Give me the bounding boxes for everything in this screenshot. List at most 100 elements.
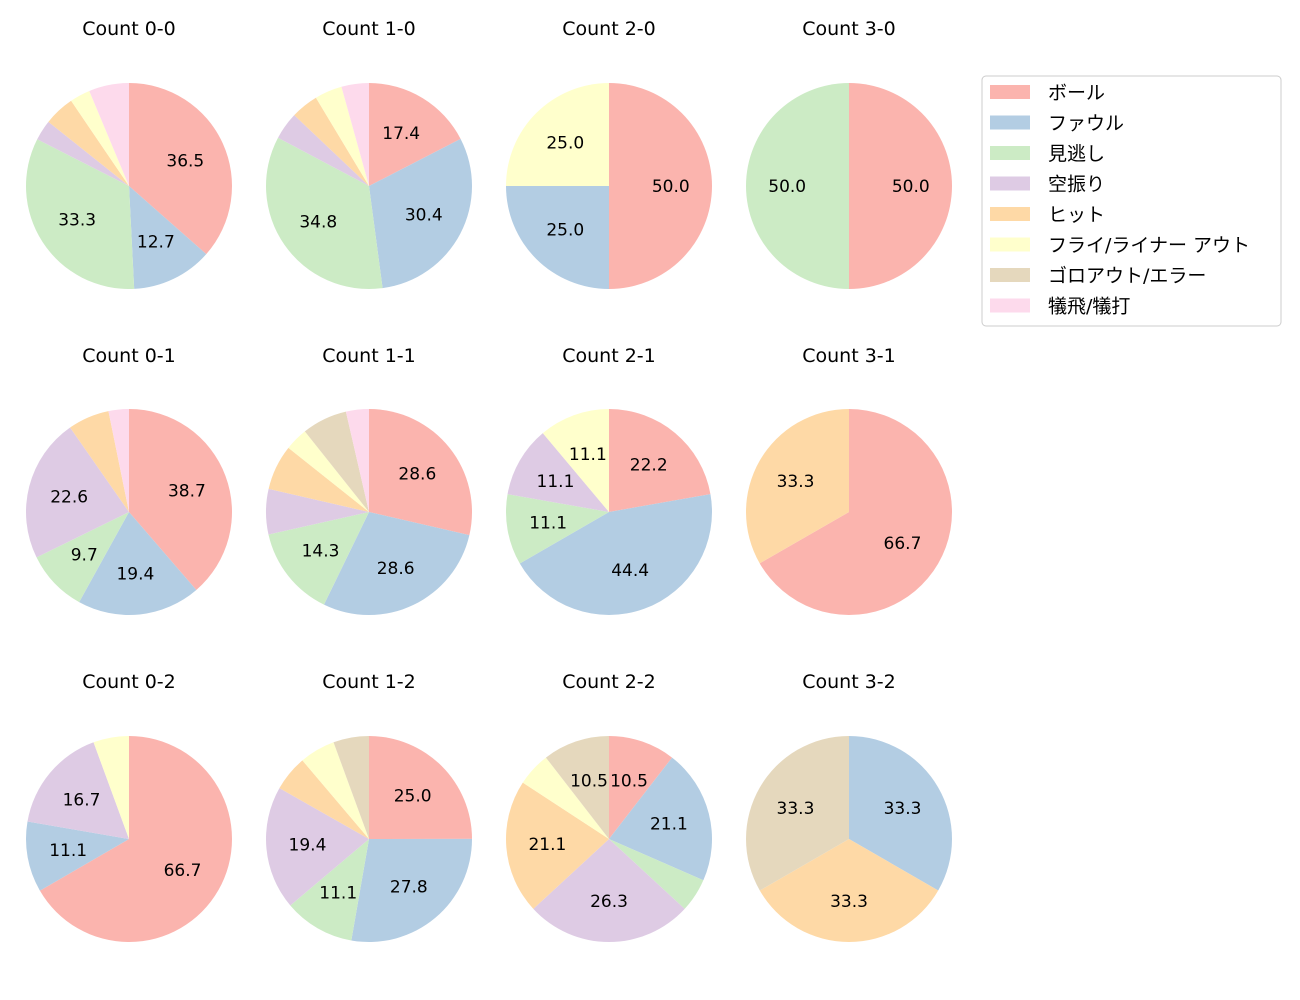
pie-slice (39, 736, 233, 943)
pie-slice (505, 494, 609, 564)
slice-label: 33.3 (58, 211, 96, 231)
pie-title: Count 0-1 (82, 345, 176, 367)
slice-label: 14.3 (302, 541, 340, 561)
pie-slice (36, 512, 129, 603)
pie-slice (278, 115, 369, 186)
slice-label: 12.7 (137, 233, 175, 253)
pie-title: Count 2-2 (562, 671, 656, 693)
slice-label: 11.1 (537, 472, 575, 492)
pie-slice (279, 760, 369, 839)
pie-slice (369, 409, 473, 536)
pie-title: Count 0-0 (82, 18, 176, 40)
pie-slice (266, 137, 383, 289)
pie-slice (759, 409, 952, 615)
pie-slice (345, 409, 369, 512)
legend-swatch (990, 146, 1030, 160)
slice-label: 19.4 (289, 836, 327, 856)
slice-label: 66.7 (884, 534, 922, 554)
pie-slice (265, 488, 369, 535)
pie-title: Count 2-0 (562, 18, 656, 40)
slice-label: 22.2 (630, 456, 668, 476)
slice-label: 33.3 (777, 799, 815, 819)
pie-title: Count 1-1 (322, 345, 416, 367)
pie-slice (290, 839, 369, 941)
pie-slice (294, 97, 369, 186)
slice-label: 66.7 (164, 861, 202, 881)
pie-slice (759, 839, 939, 942)
pie-slice (609, 839, 704, 909)
pie-count-0-2: Count 0-2 66.7 11.1 16.7 (25, 671, 233, 943)
slice-label: 33.3 (777, 472, 815, 492)
pie-slice (266, 788, 369, 906)
slice-label: 10.5 (610, 772, 648, 792)
pie-slice (333, 736, 369, 839)
slice-label: 11.1 (529, 514, 567, 534)
pie-count-2-1: Count 2-1 22.2 44.4 11.1 11.1 11.1 (505, 345, 712, 615)
pie-slice (93, 736, 129, 839)
legend-label: フライ/ライナー アウト (1048, 235, 1250, 257)
pie-slice (505, 782, 609, 909)
pie-count-3-0: Count 3-0 50.0 50.0 (746, 18, 952, 289)
pie-slice (341, 83, 369, 186)
pie-slice (369, 736, 472, 839)
pie-slice (542, 409, 609, 512)
pie-slice (522, 757, 609, 839)
pie-count-0-1: Count 0-1 38.7 19.4 9.7 22.6 (25, 345, 232, 615)
pie-slice (746, 83, 849, 289)
pie-slice (48, 100, 130, 186)
pie-slice (506, 83, 609, 186)
pie-count-1-2: Count 1-2 25.0 27.8 11.1 19.4 (266, 671, 473, 942)
pie-slice (849, 736, 952, 891)
legend-swatch (990, 268, 1030, 282)
pie-title: Count 2-1 (562, 345, 656, 367)
slice-label: 25.0 (546, 133, 584, 153)
slice-label: 10.5 (570, 772, 608, 792)
slice-label: 26.3 (590, 892, 628, 912)
pie-slice (304, 411, 369, 512)
pie-title: Count 3-0 (802, 18, 896, 40)
pie-slice (351, 838, 473, 942)
pie-slice (609, 736, 673, 839)
pie-count-3-2: Count 3-2 33.3 33.3 33.3 (745, 671, 952, 942)
pie-slice (745, 736, 849, 891)
slice-label: 36.5 (166, 152, 204, 172)
pie-slice (506, 186, 609, 289)
slice-label: 34.8 (299, 212, 337, 232)
slice-label: 33.3 (884, 799, 922, 819)
pie-title: Count 3-1 (802, 345, 896, 367)
pie-slice (315, 86, 369, 186)
slice-label: 50.0 (652, 177, 690, 197)
pie-slice (609, 757, 712, 881)
legend-label: ボール (1048, 82, 1105, 104)
pie-slice (25, 821, 129, 891)
slice-label: 25.0 (394, 786, 432, 806)
slice-label: 21.1 (650, 815, 688, 835)
pie-slice (129, 83, 232, 255)
slice-label: 50.0 (768, 177, 806, 197)
pie-title: Count 1-2 (322, 671, 416, 693)
pie-count-2-0: Count 2-0 50.0 25.0 25.0 (506, 18, 712, 289)
legend-label: 犠飛/犠打 (1048, 296, 1130, 318)
pie-count-3-1: Count 3-1 66.7 33.3 (745, 345, 952, 615)
pie-slice (609, 409, 711, 512)
pie-title: Count 3-2 (802, 671, 896, 693)
pie-slice (25, 139, 135, 289)
legend-label: 見逃し (1048, 143, 1105, 165)
pie-slice (369, 83, 461, 186)
pie-slice (25, 427, 130, 558)
pie-count-1-1: Count 1-1 28.6 28.6 14.3 (265, 345, 473, 615)
slice-label: 25.0 (546, 221, 584, 241)
pie-slice (519, 494, 712, 615)
pie-count-1-0: Count 1-0 17.4 30.4 34.8 (266, 18, 472, 289)
pie-count-2-2: Count 2-2 10.5 21.1 26.3 21.1 10.5 (505, 671, 712, 943)
slice-label: 16.7 (63, 790, 101, 810)
pie-slice (609, 83, 712, 289)
legend-swatch (990, 207, 1030, 221)
pie-slice (369, 138, 472, 289)
slice-label: 11.1 (49, 841, 87, 861)
slice-label: 9.7 (71, 546, 98, 566)
pie-slice (27, 742, 129, 839)
slice-label: 30.4 (405, 206, 443, 226)
